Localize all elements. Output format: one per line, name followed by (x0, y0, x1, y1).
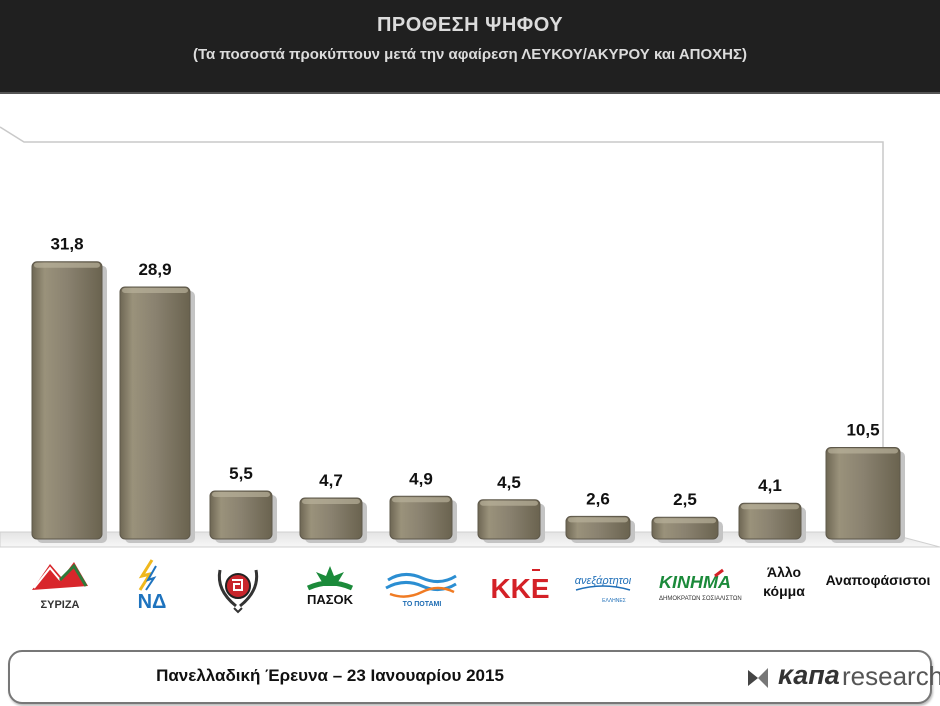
bar-highlight (212, 492, 270, 498)
chart-title: ΠΡΟΘΕΣΗ ΨΗΦΟΥ (376, 14, 564, 36)
bar-highlight (568, 517, 628, 523)
footer-text: Πανελλαδική Έρευνα – 23 Ιανουαρίου 2015 (156, 666, 504, 685)
kke-logo-text: ΚΚΕ (490, 573, 549, 604)
bar-chart: 31,8 28,9 5,5 4,7 4,9 4,5 2,6 2,5 4,1 10,5 (0, 126, 940, 548)
syriza-logo-text: ΣΥΡΙΖΑ (41, 599, 80, 611)
bar-5 (389, 495, 453, 540)
undecided-label: Αναποφάσιστοι (825, 572, 931, 588)
kke-logo: ΚΚΕ (490, 569, 550, 604)
other-party-label: Άλλο κόμμα (748, 563, 820, 601)
kinima-logo: ΚΙΝΗΜΑ ΔΗΜΟΚΡΑΤΩΝ ΣΟΣΙΑΛΙΣΤΩΝ (659, 568, 742, 602)
bar-highlight (34, 262, 100, 268)
syriza-logo: ΣΥΡΙΖΑ (32, 562, 88, 611)
bar-highlight (122, 287, 188, 293)
bar-highlight (741, 504, 799, 510)
bar-6 (477, 499, 541, 540)
other-party-label-line1: Άλλο (766, 564, 802, 580)
value-label: 4,1 (758, 476, 782, 495)
value-label: 2,5 (673, 490, 697, 509)
anel-logo-text: ανεξάρτητοι (575, 575, 632, 587)
value-label: 2,6 (586, 489, 610, 508)
kinima-logo-text: ΚΙΝΗΜΑ (659, 572, 731, 592)
nd-logo: ΝΔ (138, 559, 167, 612)
golden-dawn-logo (217, 569, 259, 614)
bar-highlight (302, 499, 360, 505)
value-label: 31,8 (50, 235, 83, 254)
kapa-research-logo: κапа research (738, 658, 940, 696)
value-label: 10,5 (846, 420, 879, 439)
value-label: 28,9 (138, 260, 171, 279)
bar-4 (299, 497, 363, 540)
value-label: 4,9 (409, 469, 433, 488)
bar-highlight (480, 500, 538, 506)
pasok-logo-text: ΠΑΣΟΚ (307, 592, 354, 607)
value-label: 4,5 (497, 473, 521, 492)
potami-logo: ΤΟ ΠΟΤΑΜΙ (385, 573, 457, 608)
other-party-label-line2: κόμμα (763, 583, 805, 599)
pasok-logo: ΠΑΣΟΚ (307, 566, 354, 607)
bar-highlight (828, 448, 898, 454)
value-label: 5,5 (229, 464, 253, 483)
bar-10 (825, 446, 901, 540)
footer: Πανελλαδική Έρευνα – 23 Ιανουαρίου 2015 … (8, 650, 940, 704)
potami-logo-text: ΤΟ ΠΟΤΑΜΙ (403, 601, 442, 608)
bar-highlight (654, 518, 716, 524)
header: ΠΡΟΘΕΣΗ ΨΗΦΟΥ (Τα ποσοστά προκύπτουν μετ… (0, 0, 940, 94)
bar-2 (119, 286, 191, 540)
bar-1 (31, 261, 103, 540)
kinima-logo-sub: ΔΗΜΟΚΡΑΤΩΝ ΣΟΣΙΑΛΙΣΤΩΝ (659, 596, 742, 602)
brand-research: research (842, 661, 940, 691)
bar-9 (738, 502, 802, 540)
kapa-mark-icon (748, 668, 768, 688)
anel-logo-sub: ΕΛΛΗΝΕΣ (602, 598, 626, 604)
brand-kapa: κапа (778, 660, 840, 690)
value-label: 4,7 (319, 471, 343, 490)
bar-3 (209, 490, 273, 540)
anel-logo: ανεξάρτητοι ΕΛΛΗΝΕΣ (575, 575, 632, 604)
nd-logo-text: ΝΔ (138, 591, 167, 612)
bar-highlight (392, 497, 450, 503)
chart-subtitle: (Τα ποσοστά προκύπτουν μετά την αφαίρεση… (192, 46, 747, 63)
